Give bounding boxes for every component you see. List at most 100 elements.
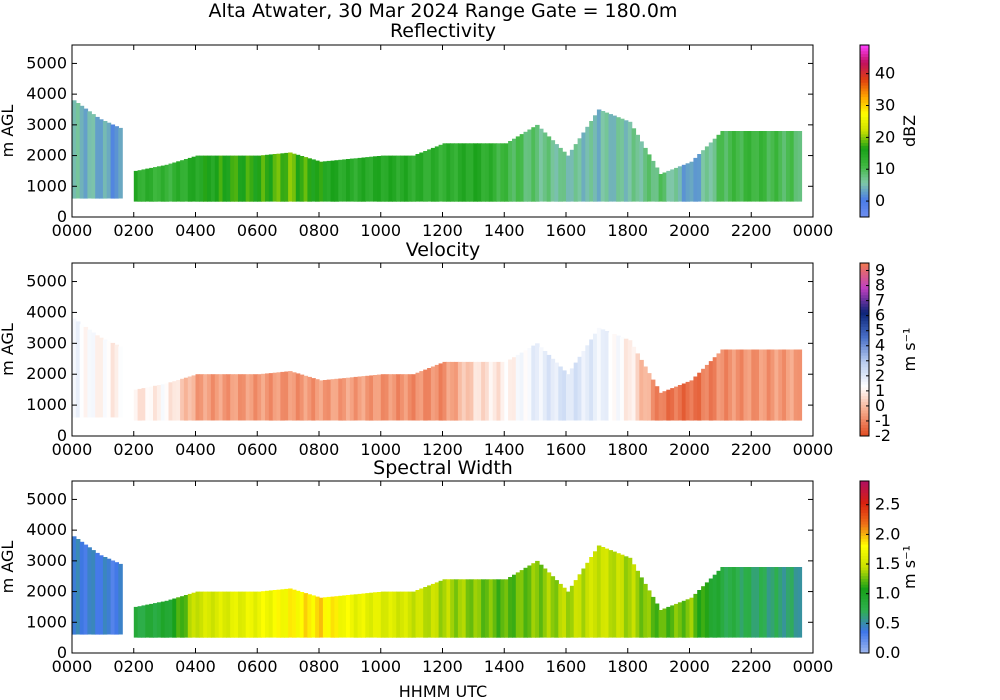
- colorbar-segment: [860, 174, 869, 178]
- data-cell: [423, 151, 428, 202]
- data-cell: [650, 596, 656, 638]
- data-cell: [558, 366, 563, 421]
- data-cell: [662, 172, 667, 202]
- data-cell: [230, 591, 235, 638]
- data-cell: [392, 374, 397, 421]
- colorbar-segment: [860, 136, 869, 141]
- data-cell: [666, 606, 671, 638]
- data-cell: [330, 379, 336, 421]
- x-tick-label: 1000: [360, 221, 401, 240]
- colorbar-tick-label: 8: [875, 276, 885, 295]
- data-cell: [562, 370, 567, 421]
- colorbar-segment: [860, 156, 869, 161]
- data-cell: [469, 143, 474, 202]
- colorbar-segment: [860, 598, 869, 602]
- y-axis-label: m AGL: [0, 105, 17, 158]
- data-cell: [191, 156, 197, 202]
- data-cell: [674, 386, 679, 421]
- data-cell: [666, 389, 671, 421]
- data-cell: [623, 556, 629, 638]
- colorbar-segment: [860, 549, 869, 554]
- data-cell: [292, 372, 297, 421]
- data-cell: [261, 155, 266, 202]
- colorbar-segment: [860, 581, 869, 585]
- colorbar-segment: [860, 47, 869, 52]
- data-cell: [326, 379, 332, 421]
- data-cell: [496, 361, 501, 421]
- data-cell: [311, 595, 316, 638]
- colorbar-tick-label: 1: [875, 381, 885, 400]
- x-tick-label: 1000: [360, 657, 401, 676]
- data-cell: [658, 392, 664, 421]
- data-cell: [473, 579, 478, 638]
- data-cell: [87, 547, 92, 635]
- data-cell: [531, 127, 536, 202]
- data-cell: [704, 582, 710, 638]
- colorbar-segment: [860, 105, 869, 109]
- data-cell: [635, 353, 640, 421]
- colorbar-segment: [860, 153, 869, 158]
- data-cell: [720, 131, 725, 202]
- data-cell: [99, 337, 104, 418]
- colorbar-segment: [860, 202, 869, 207]
- data-cell: [550, 140, 556, 202]
- data-cell: [743, 349, 748, 421]
- data-cell: [523, 350, 528, 421]
- data-cell: [546, 136, 552, 202]
- colorbar-segment: [860, 102, 869, 106]
- data-cell: [87, 111, 92, 199]
- y-tick-label: 0: [57, 426, 67, 445]
- data-cell: [438, 580, 444, 638]
- data-cell: [299, 374, 305, 421]
- colorbar-segment: [860, 632, 869, 637]
- data-cell: [265, 590, 270, 638]
- data-cell: [612, 115, 617, 202]
- colorbar-tick-label: 30: [875, 96, 895, 115]
- data-cell: [423, 369, 428, 421]
- data-cell: [95, 552, 100, 635]
- data-cell: [662, 608, 667, 638]
- data-cell: [234, 155, 239, 202]
- data-cell: [203, 155, 208, 202]
- colorbar-segment: [860, 635, 869, 640]
- colorbar-segment: [860, 211, 869, 215]
- data-cell: [141, 605, 146, 638]
- data-cell: [747, 349, 752, 421]
- data-cell: [735, 567, 741, 638]
- x-tick-label: 1800: [607, 221, 648, 240]
- data-cell: [596, 545, 602, 638]
- data-cell: [735, 131, 741, 202]
- data-cell: [504, 361, 509, 421]
- data-cell: [566, 591, 571, 638]
- colorbar-segment: [860, 492, 869, 496]
- colorbar-segment: [860, 521, 869, 525]
- data-cell: [396, 591, 401, 638]
- data-cell: [654, 167, 660, 202]
- data-cell: [102, 121, 108, 199]
- colorbar-segment: [860, 607, 869, 611]
- x-tick-label: 1000: [360, 440, 401, 459]
- colorbar-segment: [860, 268, 869, 273]
- colorbar-segment: [860, 151, 869, 155]
- data-cell: [670, 388, 675, 421]
- data-cell: [257, 591, 262, 638]
- data-cell: [145, 168, 150, 202]
- x-tick-label: 2200: [731, 221, 772, 240]
- data-cell: [214, 374, 220, 421]
- data-cell: [137, 606, 143, 638]
- x-tick-label: 2000: [669, 657, 710, 676]
- data-cell: [739, 349, 745, 421]
- colorbar-segment: [860, 45, 869, 49]
- data-cell: [647, 590, 652, 638]
- colorbar-segment: [860, 595, 869, 600]
- data-cell: [380, 374, 386, 421]
- colorbar-tick-label: 40: [875, 64, 895, 83]
- data-cell: [477, 579, 482, 638]
- data-cell: [724, 131, 729, 202]
- data-cell: [465, 143, 471, 202]
- data-cell: [766, 131, 772, 202]
- data-cell: [639, 141, 644, 202]
- panel-title-reflectivity: Reflectivity: [390, 20, 496, 42]
- colorbar-segment: [860, 641, 869, 645]
